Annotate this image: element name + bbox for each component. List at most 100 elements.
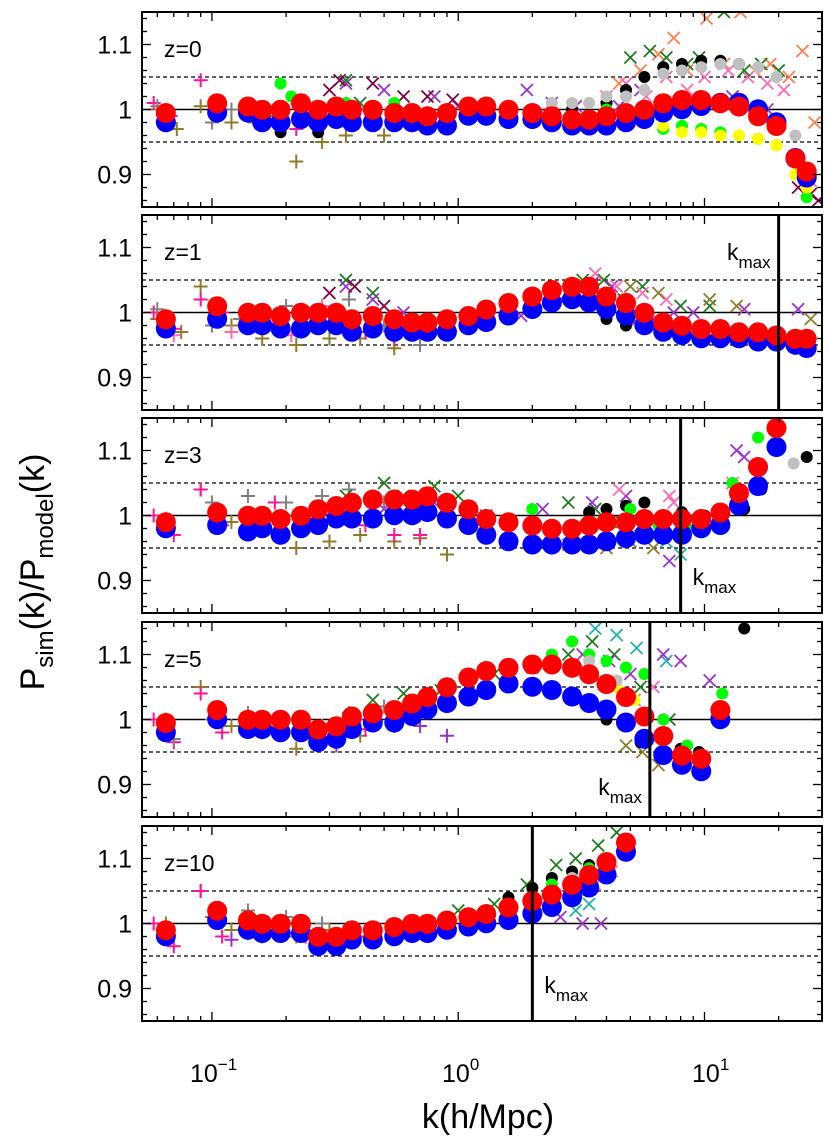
data-point-blue [476,680,497,700]
data-point-red [766,325,787,346]
data-point-blue [615,528,636,548]
data-point-red [308,302,329,323]
data-point-red [270,913,291,934]
data-point-dkgreen [717,12,731,19]
data-point-blue [498,673,519,694]
data-point-black [600,503,613,515]
data-point-blue [458,515,479,535]
data-point-black [800,451,813,463]
data-point-olive [224,515,239,529]
data-point-red [326,496,347,516]
data-point-red [417,106,438,127]
data-point-olive [315,135,330,149]
data-point-red [326,96,347,117]
data-point-red [207,93,228,114]
data-point-red [458,907,479,928]
data-markers [146,826,636,956]
data-point-purple [737,302,751,316]
data-markers [146,266,818,358]
data-point-gray [583,97,596,109]
data-point-blue [384,505,405,526]
y-tick-label: 1 [118,503,132,531]
y-tick-label: 0.9 [97,162,132,190]
y-tick-label: 1 [118,97,132,125]
data-point-purple [594,916,608,931]
data-point-red [498,293,519,313]
data-point-dkgreen [377,476,391,490]
data-point-blue [596,531,617,552]
data-point-red [436,492,457,513]
data-point-red [237,302,258,323]
data-markers [146,12,822,207]
data-point-dkgreen [549,858,563,872]
data-point-red [308,499,329,520]
data-point-red [384,489,405,510]
data-point-purple [377,83,391,97]
data-point-mgray [150,302,165,317]
data-point-dkgreen [703,299,717,313]
data-point-red [653,726,674,746]
data-point-olive [289,741,304,756]
data-point-pink [224,325,239,339]
data-point-red [522,286,543,307]
data-point-blue [402,505,423,526]
data-point-red [436,309,457,330]
data-point-olive [322,534,337,549]
data-point-orange [795,44,810,58]
data-point-green [600,655,613,667]
data-point-mgray [413,338,428,352]
data-point-orange [807,115,822,130]
data-point-red [155,103,176,123]
data-point-green [800,191,813,204]
data-point-red [615,832,636,853]
data-point-purple [339,76,353,91]
data-point-red [541,280,562,300]
data-markers [146,622,751,782]
data-point-red [341,309,362,330]
data-point-red [596,674,617,694]
data-point-pink [635,286,650,300]
data-point-maroon [333,73,347,87]
kmax-label: kmax [598,774,642,807]
data-point-red [155,309,176,330]
data-point-yellow [732,129,745,142]
data-point-red [562,518,583,539]
data-point-blue [522,534,543,555]
data-point-olive [623,279,637,294]
data-point-red [326,302,347,323]
data-point-red [270,509,291,529]
data-point-olive [439,547,454,562]
data-point-pink [741,70,755,84]
data-point-blue [579,693,600,713]
data-point-pink [667,495,681,510]
data-point-yellow [657,119,670,132]
data-point-purple [737,450,751,464]
data-point-red [579,515,600,536]
x-axis-title: k(h/Mpc) [422,1098,554,1136]
data-point-purple [224,932,239,947]
data-point-purple [427,89,441,104]
data-point-blue [308,515,329,535]
x-tick-label: 100 [442,1055,479,1088]
data-point-red [671,315,692,336]
panel-label: z=3 [164,442,202,468]
data-point-red [308,719,329,740]
panel-label: z=0 [164,36,202,62]
data-markers [146,418,813,568]
data-point-pink [612,482,626,497]
data-point-red [710,700,731,720]
data-point-red [207,296,228,317]
x-tick-label: 101 [692,1055,729,1088]
data-point-gray [714,58,727,70]
data-point-gray [638,84,651,96]
data-point-dkgreen [591,838,605,853]
y-tick-label: 1 [118,707,132,735]
data-point-gray [752,61,765,74]
data-point-blue [541,534,562,555]
data-point-blue [562,534,583,555]
data-point-red [476,509,497,529]
data-point-red [362,306,383,326]
data-point-teal [629,641,644,655]
